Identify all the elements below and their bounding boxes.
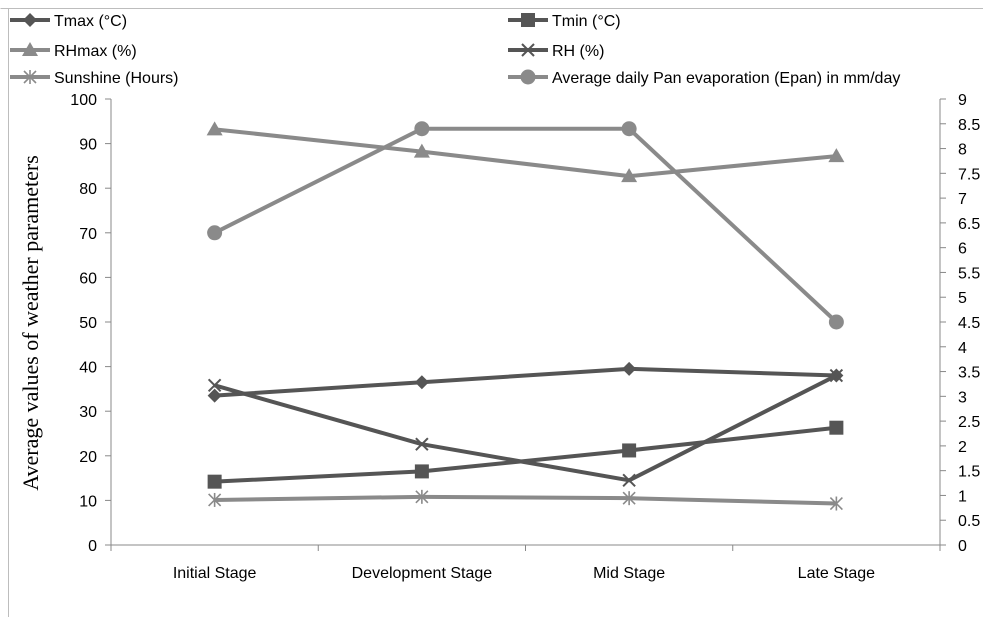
y2-tick-label: 5.5 — [958, 265, 980, 282]
series-3 — [207, 368, 844, 488]
data-point — [829, 368, 844, 383]
series-line — [214, 425, 837, 484]
legend-label: Tmax (°C) — [54, 13, 127, 30]
y2-tick-label: 5 — [958, 290, 967, 307]
data-point — [415, 489, 429, 504]
series-5 — [207, 121, 844, 330]
data-point — [828, 148, 845, 163]
y2-tick-label: 2.5 — [958, 414, 980, 431]
legend-label: Tmin (°C) — [552, 13, 621, 30]
y-tick-label: 40 — [79, 360, 97, 377]
series-1 — [207, 420, 844, 489]
y2-tick-label: 4.5 — [958, 315, 980, 332]
x-tick-label: Development Stage — [352, 565, 493, 582]
data-point — [621, 168, 638, 183]
y-tick-label: 100 — [70, 92, 97, 109]
data-point — [621, 121, 637, 137]
legend-label: Sunshine (Hours) — [54, 70, 179, 87]
data-point — [207, 474, 222, 489]
y-axis-label: Average values of weather parameters — [18, 155, 43, 491]
legend-label: RH (%) — [552, 43, 604, 60]
y2-tick-label: 3.5 — [958, 365, 980, 382]
axis-ticks: 0 10 20 30 40 50 60 70 80 90 100 0 0.5 1 1.5 2 2.5 3 3.5 4 4… — [70, 92, 980, 582]
x-tick-label: Late Stage — [798, 565, 876, 582]
series-layer — [206, 121, 845, 511]
legend-marker — [22, 42, 38, 56]
data-point — [413, 143, 430, 158]
data-point — [622, 443, 637, 458]
y2-tick-label: 8 — [958, 142, 967, 159]
data-point — [829, 420, 844, 435]
legend-marker — [23, 70, 37, 84]
data-point — [208, 492, 222, 507]
series-line — [214, 366, 837, 398]
legend: Tmax (°C) Tmin (°C) RHmax (%) RH (%) Sunshin… — [10, 13, 900, 87]
y-tick-label: 60 — [79, 270, 97, 287]
legend-marker — [521, 43, 535, 57]
series-line — [213, 126, 838, 324]
y2-tick-label: 6.5 — [958, 216, 980, 233]
legend-item: Sunshine (Hours) — [10, 70, 179, 87]
y-tick-label: 50 — [79, 315, 97, 332]
y2-tick-label: 0 — [958, 538, 967, 555]
legend-marker — [521, 13, 535, 27]
y-tick-label: 0 — [88, 538, 97, 555]
legend-item: Tmin (°C) — [508, 13, 621, 30]
y2-tick-label: 2 — [958, 439, 967, 456]
y2-tick-label: 4 — [958, 340, 967, 357]
legend-item: Average daily Pan evaporation (Epan) in … — [508, 69, 900, 87]
y2-tick-label: 6 — [958, 241, 967, 258]
data-point — [206, 121, 223, 136]
data-point — [414, 464, 429, 479]
legend-marker — [520, 69, 536, 85]
y2-tick-label: 3 — [958, 389, 967, 406]
y2-tick-label: 7.5 — [958, 166, 980, 183]
data-point — [414, 375, 429, 390]
legend-item: RHmax (%) — [10, 42, 137, 60]
series-2 — [206, 121, 845, 183]
series-4 — [208, 489, 843, 511]
y-tick-label: 70 — [79, 226, 97, 243]
series-line — [214, 127, 837, 179]
y2-tick-label: 8.5 — [958, 117, 980, 134]
y2-tick-label: 1 — [958, 488, 967, 505]
y-tick-label: 80 — [79, 181, 97, 198]
legend-label: Average daily Pan evaporation (Epan) in … — [552, 70, 900, 87]
y2-tick-label: 9 — [958, 92, 967, 109]
data-point — [829, 496, 843, 511]
legend-item: Tmax (°C) — [10, 13, 127, 30]
data-point — [622, 491, 636, 506]
y-tick-label: 20 — [79, 449, 97, 466]
x-tick-label: Initial Stage — [173, 565, 257, 582]
data-point — [622, 473, 636, 488]
data-point — [207, 378, 222, 393]
series-0 — [207, 361, 844, 403]
legend-label: RHmax (%) — [54, 43, 137, 60]
y2-tick-label: 1.5 — [958, 464, 980, 481]
data-point — [415, 437, 429, 451]
data-point — [207, 388, 222, 403]
data-point — [414, 121, 430, 137]
data-point — [207, 225, 223, 241]
x-tick-label: Mid Stage — [593, 565, 665, 582]
y-tick-label: 90 — [79, 137, 97, 154]
legend-marker — [23, 13, 37, 27]
y2-tick-label: 7 — [958, 191, 967, 208]
series-line — [214, 494, 837, 506]
legend-item: RH (%) — [508, 43, 604, 60]
y-tick-label: 10 — [79, 493, 97, 510]
y2-tick-label: 0.5 — [958, 513, 980, 530]
data-point — [828, 314, 844, 330]
y-tick-label: 30 — [79, 404, 97, 421]
series-line — [214, 373, 838, 483]
data-point — [622, 361, 637, 376]
